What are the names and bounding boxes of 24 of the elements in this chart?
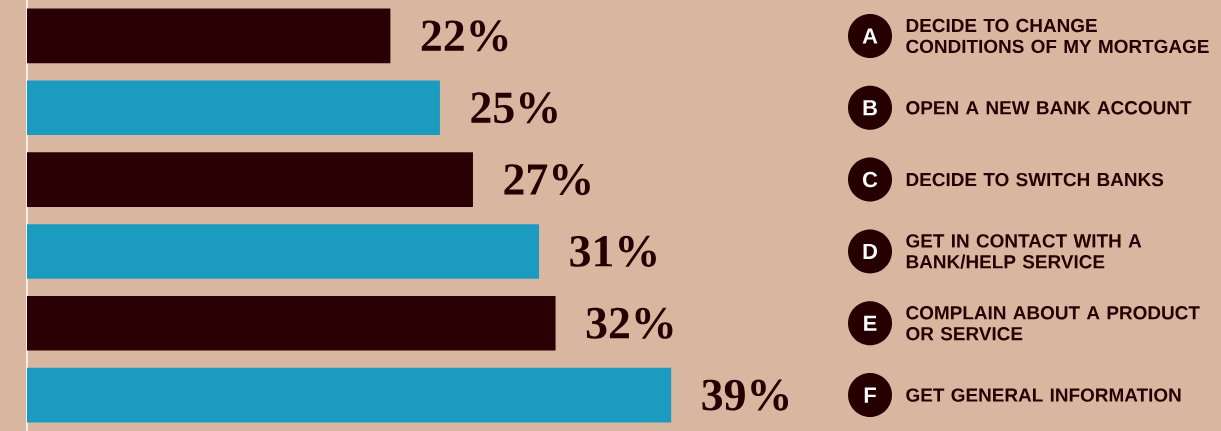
data-label: 25% bbox=[471, 92, 557, 124]
bar bbox=[27, 8, 391, 64]
bar bbox=[27, 367, 672, 423]
text: A bbox=[862, 28, 878, 44]
y-tick-label: COMPLAIN ABOUT A PRODUCT OR SERVICE bbox=[906, 306, 1200, 341]
y-tick-label: DECIDE TO SWITCH BANKS bbox=[906, 172, 1164, 187]
data-label: 39% bbox=[702, 379, 789, 411]
data-label: 32% bbox=[586, 307, 673, 339]
text: B bbox=[863, 100, 877, 116]
text: F bbox=[864, 387, 876, 403]
data-label: 27% bbox=[504, 164, 590, 196]
bar bbox=[27, 295, 556, 351]
bar bbox=[27, 152, 473, 207]
data-label: 31% bbox=[570, 235, 656, 267]
text: D bbox=[863, 243, 877, 259]
data-label: 22% bbox=[421, 20, 508, 52]
y-tick-label: GET GENERAL INFORMATION bbox=[906, 388, 1181, 402]
y-tick-label: DECIDE TO CHANGE CONDITIONS OF MY MORTGAGE bbox=[906, 18, 1209, 54]
text: E bbox=[864, 315, 877, 331]
bar bbox=[27, 224, 540, 279]
bar bbox=[27, 80, 440, 136]
text: C bbox=[863, 171, 878, 188]
y-tick-label: OPEN A NEW BANK ACCOUNT bbox=[906, 101, 1192, 115]
y-tick-label: GET IN CONTACT WITH A BANK/HELP SERVICE bbox=[906, 234, 1142, 269]
